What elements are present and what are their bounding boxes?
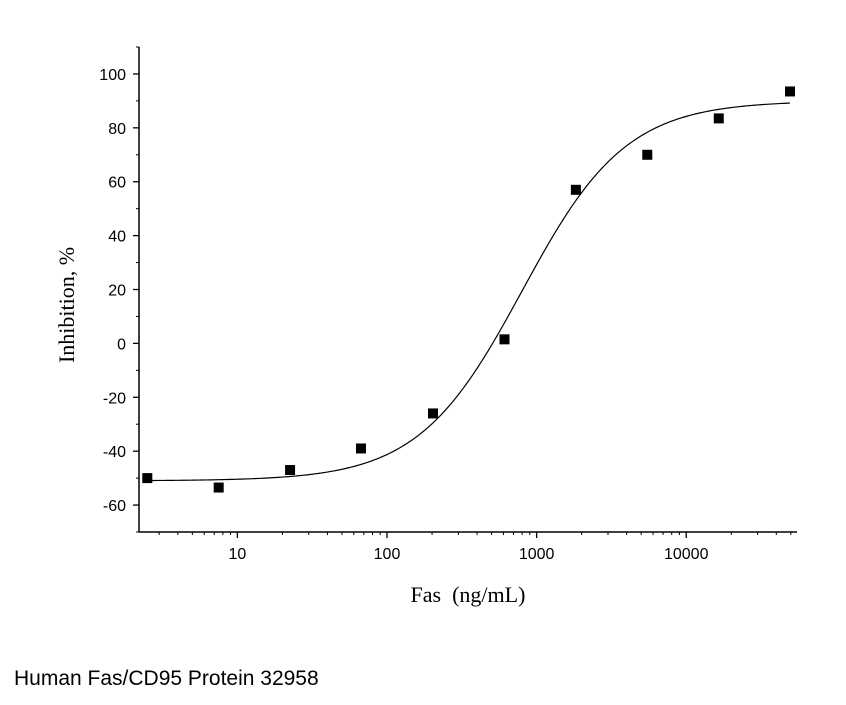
data-point xyxy=(499,334,510,345)
data-point xyxy=(355,443,366,454)
data-point xyxy=(285,465,296,476)
data-points xyxy=(142,86,796,493)
data-point xyxy=(642,149,653,160)
fit-curve xyxy=(147,102,791,482)
data-point xyxy=(142,473,153,484)
y-tick-label: -40 xyxy=(103,444,126,461)
x-tick-label: 100 xyxy=(374,546,401,563)
data-point xyxy=(428,408,439,419)
y-tick-label: 60 xyxy=(108,175,126,192)
y-tick-label: -20 xyxy=(103,390,126,407)
data-point xyxy=(785,86,796,97)
axes: -60 -40 -20 0 20 40 60 80 100 10 100 1000 10000 xyxy=(99,46,797,563)
data-point xyxy=(570,184,581,195)
y-axis-title: Inhibition, % xyxy=(54,247,79,363)
x-tick-label: 10000 xyxy=(664,546,709,563)
x-tick-label: 10 xyxy=(228,546,246,563)
x-tick-label: 1000 xyxy=(519,546,555,563)
y-tick-label: -60 xyxy=(103,498,126,515)
y-tick-label: 0 xyxy=(117,336,126,353)
y-tick-label: 100 xyxy=(99,67,126,84)
caption: Human Fas/CD95 Protein 32958 xyxy=(14,667,319,690)
data-point xyxy=(713,113,724,124)
x-axis-title: Fas (ng/mL) xyxy=(411,582,526,607)
y-tick-label: 40 xyxy=(108,229,126,246)
y-tick-label: 20 xyxy=(108,283,126,300)
data-point xyxy=(213,482,224,493)
y-tick-label: 80 xyxy=(108,121,126,138)
